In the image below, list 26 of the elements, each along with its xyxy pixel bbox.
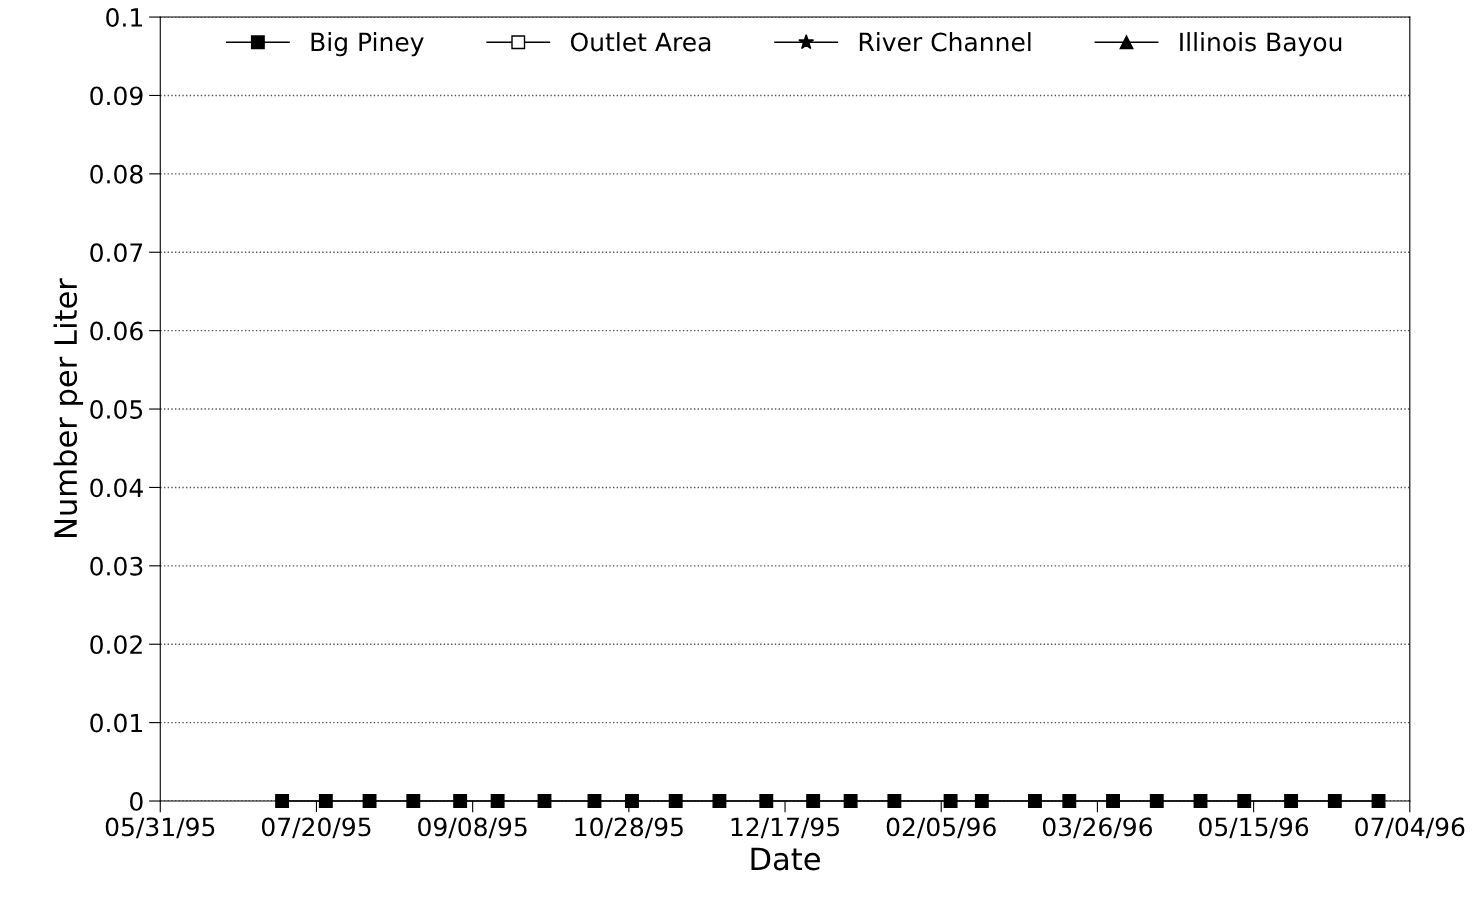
- y-tick-label: 0.07: [90, 243, 143, 263]
- x-tick-label: 10/28/95: [575, 817, 683, 839]
- y-tick-label: 0.09: [90, 86, 143, 106]
- legend-label: Big Piney: [311, 32, 424, 57]
- y-tick-label: 0.08: [90, 164, 143, 184]
- legend-label: River Channel: [859, 32, 1031, 52]
- legend-label: Illinois Bayou: [1180, 32, 1342, 57]
- x-tick-label: 07/04/96: [1355, 817, 1465, 839]
- x-tick-label: 09/08/95: [418, 817, 527, 839]
- y-tick-label: 0.05: [90, 399, 143, 419]
- y-tick-label: 0.03: [90, 556, 143, 576]
- x-tick-label: 03/26/96: [1042, 817, 1152, 839]
- y-tick-label: 0.02: [90, 635, 142, 655]
- x-tick-label: 12/17/95: [731, 817, 839, 839]
- y-tick-label: 0: [130, 791, 143, 811]
- y-tick-label: 0.1: [106, 8, 142, 27]
- y-axis-title: Number per Liter: [53, 278, 84, 537]
- x-tick-label: 05/15/96: [1199, 817, 1309, 839]
- x-axis-title: Date: [751, 847, 820, 871]
- x-tick-label: 02/05/96: [886, 817, 996, 839]
- y-tick-label: 0.06: [90, 321, 143, 341]
- x-tick-label: 07/20/95: [261, 817, 371, 839]
- y-tick-label: 0.01: [90, 713, 142, 733]
- legend-label: Outlet Area: [570, 32, 711, 52]
- x-tick-label: 05/31/95: [105, 817, 215, 839]
- y-tick-label: 0.04: [90, 478, 143, 498]
